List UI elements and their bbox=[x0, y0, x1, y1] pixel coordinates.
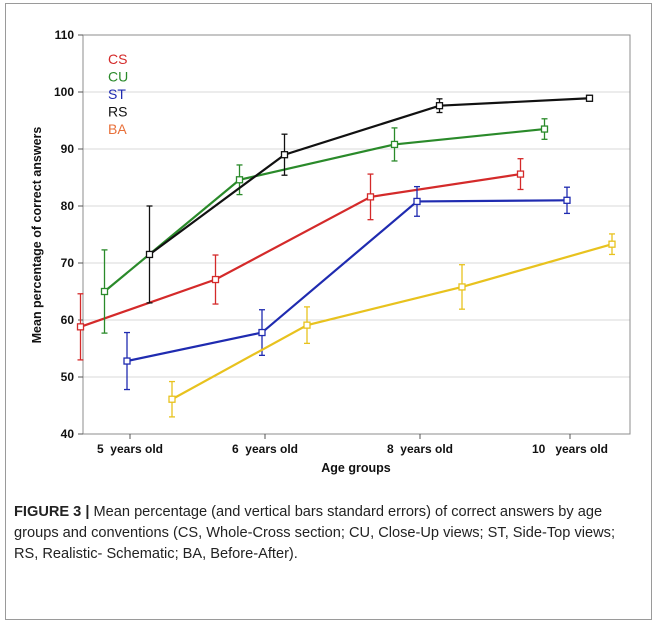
series-layer bbox=[76, 94, 616, 418]
data-point bbox=[303, 321, 311, 329]
data-point bbox=[540, 125, 549, 133]
y-tick-label: 100 bbox=[54, 85, 74, 99]
y-tick-label: 50 bbox=[61, 370, 75, 384]
data-point bbox=[235, 176, 244, 184]
y-axis-label: Mean percentage of correct answers bbox=[30, 127, 44, 344]
series-line bbox=[126, 199, 568, 363]
data-point bbox=[366, 193, 375, 201]
x-tick-label: 6 years old bbox=[232, 442, 298, 456]
series-cu bbox=[100, 118, 549, 334]
data-point bbox=[76, 323, 85, 331]
y-tick-label: 80 bbox=[61, 199, 75, 213]
data-point bbox=[516, 170, 525, 178]
caption-label: FIGURE 3 | bbox=[14, 504, 90, 520]
data-point bbox=[145, 250, 154, 259]
data-point bbox=[168, 395, 176, 403]
y-tick-label: 110 bbox=[55, 28, 75, 42]
data-point bbox=[413, 197, 421, 206]
data-point bbox=[458, 283, 466, 291]
data-point bbox=[608, 240, 616, 248]
legend-entry: ST bbox=[108, 86, 126, 102]
figure-frame bbox=[5, 3, 652, 620]
data-point bbox=[100, 287, 109, 296]
data-point bbox=[123, 357, 131, 365]
y-tick-label: 90 bbox=[61, 142, 75, 156]
series-line bbox=[148, 97, 590, 256]
x-axis-ticks: 5 years old 6 years old 8 years old 10 year… bbox=[97, 434, 608, 456]
series-st bbox=[123, 185, 571, 391]
x-tick-label: 8 years old bbox=[387, 442, 453, 456]
y-tick-label: 60 bbox=[61, 313, 75, 327]
x-axis-label: Age groups bbox=[321, 461, 390, 475]
series-line bbox=[80, 172, 521, 328]
figure-caption: FIGURE 3 | Mean percentage (and vertical… bbox=[14, 502, 634, 565]
data-point bbox=[280, 151, 289, 159]
series-line bbox=[171, 243, 613, 401]
data-point bbox=[258, 328, 266, 337]
series-ba bbox=[168, 233, 616, 418]
y-tick-label: 40 bbox=[61, 427, 75, 441]
series-rs bbox=[145, 94, 594, 304]
series-line bbox=[103, 127, 545, 293]
y-tick-label: 70 bbox=[61, 256, 75, 270]
data-point bbox=[435, 102, 444, 110]
line-chart: 40 50 60 70 80 90 100 110 5 years old 6 years ol… bbox=[30, 28, 631, 475]
legend-entry: BA bbox=[108, 121, 127, 137]
x-tick-label: 5 years old bbox=[97, 442, 163, 456]
data-point bbox=[563, 196, 571, 204]
data-point bbox=[390, 140, 399, 149]
x-tick-label: 10 years old bbox=[532, 442, 608, 456]
data-point bbox=[585, 94, 594, 102]
grid-layer bbox=[83, 91, 630, 378]
plot-area bbox=[82, 34, 631, 435]
legend-entry: CS bbox=[108, 51, 127, 67]
caption-text: Mean percentage (and vertical bars stand… bbox=[14, 504, 616, 562]
legend-entry: CU bbox=[108, 69, 128, 85]
legend-entry: RS bbox=[108, 104, 127, 120]
y-axis-ticks: 40 50 60 70 80 90 100 110 bbox=[54, 28, 83, 441]
data-point bbox=[211, 275, 220, 284]
